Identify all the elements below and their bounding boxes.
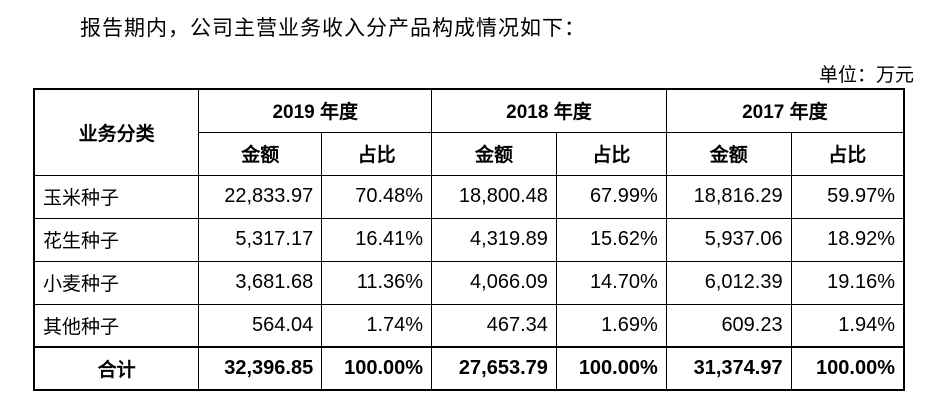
amount-header-2019: 金额 <box>198 131 323 176</box>
total-label: 合计 <box>33 346 200 391</box>
cell-value: 3,681.68 <box>198 260 323 305</box>
cell-value: 19.16% <box>790 260 905 305</box>
cell-value: 18.92% <box>790 217 905 262</box>
intro-text: 报告期内，公司主营业务收入分产品构成情况如下： <box>80 16 586 40</box>
table-row: 花生种子 5,317.17 16.41% 4,319.89 15.62% 5,9… <box>33 217 905 262</box>
share-header-2018: 占比 <box>555 131 667 176</box>
row-category: 花生种子 <box>33 217 200 262</box>
cell-value: 18,816.29 <box>665 174 792 219</box>
row-category: 其他种子 <box>33 303 200 348</box>
row-category: 小麦种子 <box>33 260 200 305</box>
total-value: 100.00% <box>790 346 905 391</box>
total-value: 32,396.85 <box>198 346 323 391</box>
cell-value: 564.04 <box>198 303 323 348</box>
cell-value: 5,317.17 <box>198 217 323 262</box>
amount-header-2017: 金额 <box>665 131 792 176</box>
header-row-sub: 金额 占比 金额 占比 金额 占比 <box>34 131 905 176</box>
cell-value: 1.94% <box>790 303 905 348</box>
cell-value: 4,319.89 <box>431 217 557 262</box>
cell-value: 11.36% <box>321 260 433 305</box>
cell-value: 22,833.97 <box>198 174 323 219</box>
share-header-2019: 占比 <box>321 131 433 176</box>
cell-value: 67.99% <box>555 174 667 219</box>
cell-value: 467.34 <box>431 303 557 348</box>
total-value: 100.00% <box>321 346 433 391</box>
amount-header-2018: 金额 <box>431 131 557 176</box>
total-value: 100.00% <box>555 346 667 391</box>
unit-label: 单位：万元 <box>818 64 914 86</box>
share-header-2017: 占比 <box>790 131 905 176</box>
cell-value: 1.74% <box>321 303 433 348</box>
cell-value: 4,066.09 <box>431 260 557 305</box>
total-value: 31,374.97 <box>665 346 792 391</box>
category-header: 业务分类 <box>33 88 200 176</box>
cell-value: 15.62% <box>555 217 667 262</box>
revenue-by-product-table: 业务分类 2019 年度 2018 年度 2017 年度 金额 占比 金额 占比… <box>33 88 905 391</box>
cell-value: 1.69% <box>555 303 667 348</box>
header-row-years: 业务分类 2019 年度 2018 年度 2017 年度 <box>33 88 905 176</box>
table-row: 小麦种子 3,681.68 11.36% 4,066.09 14.70% 6,0… <box>33 260 905 305</box>
total-row: 合计 32,396.85 100.00% 27,653.79 100.00% 3… <box>33 346 905 391</box>
table-row: 其他种子 564.04 1.74% 467.34 1.69% 609.23 1.… <box>33 303 905 348</box>
cell-value: 16.41% <box>321 217 433 262</box>
year-header-2019: 2019 年度 <box>198 88 433 133</box>
row-category: 玉米种子 <box>33 174 200 219</box>
table-row: 玉米种子 22,833.97 70.48% 18,800.48 67.99% 1… <box>33 174 905 219</box>
year-header-2018: 2018 年度 <box>431 88 667 133</box>
cell-value: 14.70% <box>555 260 667 305</box>
cell-value: 5,937.06 <box>665 217 792 262</box>
cell-value: 18,800.48 <box>431 174 557 219</box>
cell-value: 6,012.39 <box>665 260 792 305</box>
year-header-2017: 2017 年度 <box>665 88 905 133</box>
cell-value: 59.97% <box>790 174 905 219</box>
cell-value: 609.23 <box>665 303 792 348</box>
cell-value: 70.48% <box>321 174 433 219</box>
total-value: 27,653.79 <box>431 346 557 391</box>
